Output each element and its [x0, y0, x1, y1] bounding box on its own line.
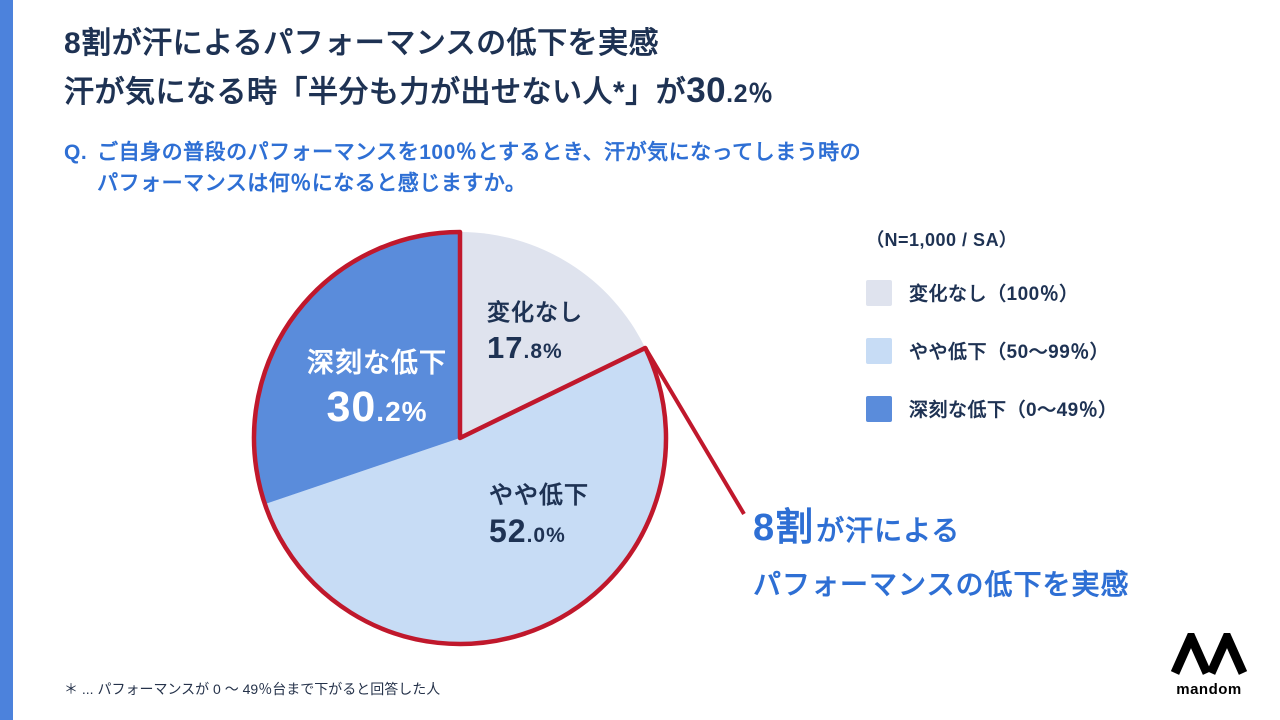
callout-leader-line: [643, 346, 746, 516]
legend-swatch-no-change: [866, 279, 892, 306]
callout-rest: が汗による: [816, 515, 961, 546]
title-highlight-number: 30: [686, 71, 727, 110]
sample-size-note: （N=1,000 / SA）: [866, 230, 1018, 250]
slice-name: やや低下: [489, 482, 589, 509]
chart-legend: （N=1,000 / SA） 変化なし（100％） やや低下（50〜99％） 深…: [866, 226, 1118, 453]
left-accent-stripe: [0, 0, 13, 720]
legend-label: 変化なし（100％）: [909, 284, 1079, 305]
title-line-2-text: 汗が気になる時「半分も力が出せない人*」が: [64, 76, 687, 109]
question-line-2: パフォーマンスは何％になると感じますか。: [97, 172, 527, 195]
callout-text: 8割が汗による パフォーマンスの低下を実感: [753, 496, 1129, 603]
legend-label: 深刻な低下（0〜49％）: [909, 400, 1118, 421]
slice-percentage: 52.0%: [489, 513, 566, 549]
legend-item-severe-decline: 深刻な低下（0〜49％）: [866, 395, 1118, 422]
question-lines: ご自身の普段のパフォーマンスを100％とするとき、汗が気になってしまう時の パフ…: [97, 137, 861, 199]
slice-name: 変化なし: [487, 299, 583, 325]
page-title: 8割が汗によるパフォーマンスの低下を実感 汗が気になる時「半分も力が出せない人*…: [64, 20, 773, 118]
pie-label-severe-decline: 深刻な低下 30.2%: [283, 341, 471, 432]
callout-line-2: パフォーマンスの低下を実感: [753, 569, 1130, 600]
title-line-2: 汗が気になる時「半分も力が出せない人*」が30.2％: [64, 71, 774, 110]
mandom-logo: mandom: [1166, 625, 1252, 698]
title-line-1: 8割が汗によるパフォーマンスの低下を実感: [64, 27, 660, 60]
question-prefix: Q.: [64, 141, 88, 164]
slice-name: 深刻な低下: [307, 348, 447, 378]
legend-swatch-severe-decline: [866, 395, 892, 422]
slice-percentage: 17.8%: [487, 330, 563, 365]
question-text: Q. ご自身の普段のパフォーマンスを100％とするとき、汗が気になってしまう時の…: [64, 137, 861, 199]
footnote: ＊ ... パフォーマンスが 0 〜 49％台まで下がると回答した人: [64, 681, 441, 697]
callout-line-1: 8割が汗による: [753, 496, 1129, 551]
mandom-logo-text: mandom: [1176, 681, 1242, 698]
legend-item-slight-decline: やや低下（50〜99％）: [866, 337, 1118, 364]
legend-label: やや低下（50〜99％）: [909, 342, 1110, 363]
legend-item-no-change: 変化なし（100％）: [866, 279, 1118, 306]
question-line-1: ご自身の普段のパフォーマンスを100％とするとき、汗が気になってしまう時の: [97, 141, 862, 164]
slice-percentage: 30.2%: [326, 383, 428, 431]
pie-label-slight-decline: やや低下 52.0%: [489, 475, 589, 550]
mandom-peaks-icon: [1170, 625, 1248, 675]
legend-swatch-slight-decline: [866, 337, 892, 364]
title-highlight-decimal: .2％: [726, 80, 774, 108]
callout-highlight: 8割: [753, 507, 815, 549]
highlight-outline: [251, 229, 669, 647]
pie-label-no-change: 変化なし 17.8%: [487, 293, 583, 366]
